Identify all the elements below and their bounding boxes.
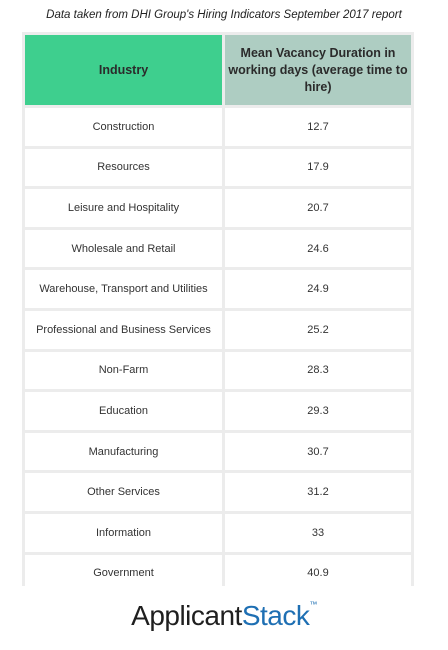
- industry-cell: Manufacturing: [25, 432, 222, 471]
- vacancy-duration-cell: 40.9: [225, 554, 411, 593]
- industry-cell: Government: [25, 554, 222, 593]
- vacancy-duration-cell: 20.7: [225, 189, 411, 227]
- industry-cell: Education: [25, 392, 222, 430]
- header-vacancy-duration: Mean Vacancy Duration in working days (a…: [225, 35, 411, 105]
- vacancy-duration-cell: 24.9: [225, 270, 411, 308]
- vacancy-duration-cell: 24.6: [225, 229, 411, 268]
- header-industry: Industry: [25, 35, 222, 105]
- vacancy-duration-cell: 30.7: [225, 432, 411, 471]
- source-caption: Data taken from DHI Group's Hiring Indic…: [46, 9, 402, 21]
- vacancy-duration-cell: 25.2: [225, 311, 411, 349]
- industry-cell: Warehouse, Transport and Utilities: [25, 270, 222, 308]
- industry-cell: Wholesale and Retail: [25, 229, 222, 268]
- vacancy-duration-cell: 12.7: [225, 108, 411, 146]
- vacancy-duration-cell: 33: [225, 514, 411, 552]
- industry-cell: Other Services: [25, 473, 222, 511]
- industry-cell: Professional and Business Services: [25, 311, 222, 349]
- vacancy-duration-cell: 28.3: [225, 351, 411, 390]
- vacancy-duration-cell: 17.9: [225, 148, 411, 187]
- logo-text-stack: Stack: [241, 600, 310, 631]
- vacancy-duration-cell: 29.3: [225, 392, 411, 430]
- applicantstack-logo: ApplicantStack™: [0, 600, 448, 632]
- industry-cell: Resources: [25, 148, 222, 187]
- vacancy-duration-cell: 31.2: [225, 473, 411, 511]
- industry-cell: Non-Farm: [25, 351, 222, 390]
- industry-cell: Information: [25, 514, 222, 552]
- industry-cell: Construction: [25, 108, 222, 146]
- logo-trademark: ™: [309, 600, 317, 609]
- data-table: Industry Mean Vacancy Duration in workin…: [22, 32, 414, 593]
- logo-text-applicant: Applicant: [131, 600, 242, 631]
- industry-cell: Leisure and Hospitality: [25, 189, 222, 227]
